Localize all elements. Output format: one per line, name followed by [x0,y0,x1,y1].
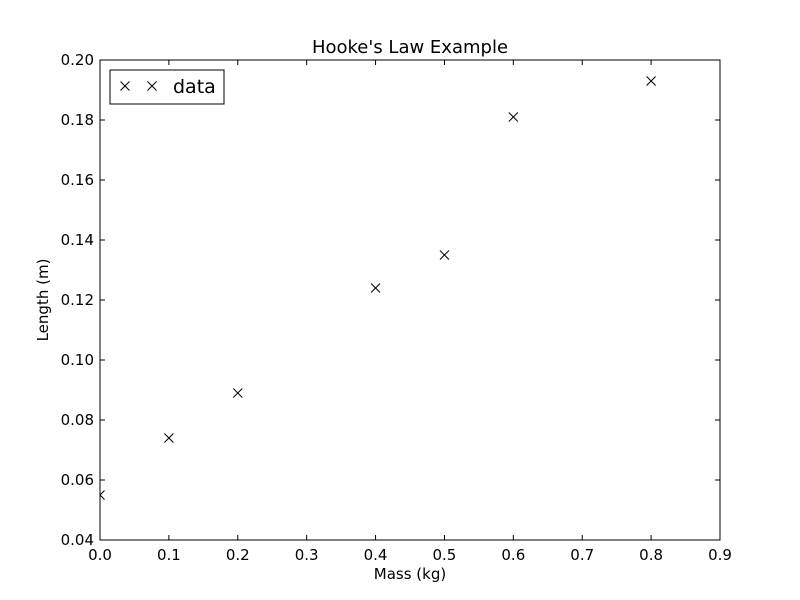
x-tick-label: 0.3 [295,546,319,564]
y-tick-label: 0.04 [61,531,94,549]
data-point [508,112,519,122]
y-axis-label: Length (m) [34,259,52,342]
data-point [164,433,174,443]
legend: data [109,69,225,105]
marker-stroke [147,81,157,91]
x-tick-label: 0.6 [501,546,525,564]
marker-stroke [100,490,105,496]
y-tick-label: 0.20 [61,51,94,69]
y-tick-label: 0.06 [61,471,94,489]
marker-stroke [508,112,519,122]
legend-markers [120,81,157,91]
x-tick-label: 0.5 [433,546,457,564]
marker-stroke [370,283,381,293]
x-tick-label: 0.2 [226,546,250,564]
x-tick-label: 0.1 [157,546,181,564]
y-tick-label: 0.12 [61,291,94,309]
data-point [370,283,381,293]
y-tick-label: 0.14 [61,231,94,249]
data-point [100,490,105,500]
axis-ticks [99,59,721,541]
legend-label: data [173,76,216,98]
y-tick-label: 0.10 [61,351,94,369]
x-tick-label: 0.7 [570,546,594,564]
marker-stroke [646,76,656,86]
plot-area-frame [99,59,721,541]
y-tick-label: 0.08 [61,411,94,429]
x-tick-label: 0.8 [639,546,663,564]
x-axis-label: Mass (kg) [374,565,446,583]
marker-stroke [439,250,450,260]
legend-marker [120,81,130,91]
marker-stroke [100,494,105,500]
x-tick-label: 0.9 [708,546,732,564]
chart-title: Hooke's Law Example [312,37,508,58]
y-tick-label: 0.18 [61,111,94,129]
x-tick-label: 0.4 [364,546,388,564]
legend-box [109,69,225,105]
y-tick-label: 0.16 [61,171,94,189]
data-point [439,250,450,260]
marker-stroke [232,388,243,398]
data-points [100,76,656,500]
legend-marker [147,81,157,91]
data-point [646,76,656,86]
data-point [232,388,243,398]
x-tick-label: 0.0 [88,546,112,564]
axis-tick-labels: 0.0 0.1 0.2 0.3 0.4 0.5 0.6 0.7 0.8 0.9 0.04 0.06 0.… [61,51,732,564]
marker-stroke [164,433,174,443]
marker-stroke [120,81,130,91]
